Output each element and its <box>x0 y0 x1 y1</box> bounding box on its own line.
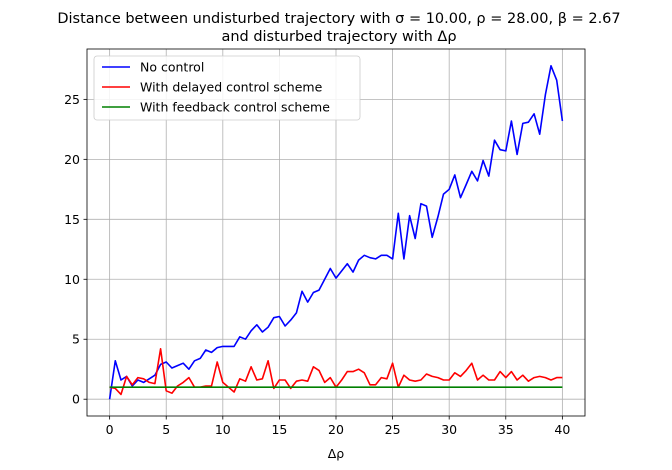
y-tick-label: 25 <box>64 92 80 107</box>
axis-ticks: 0 5 10 15 20 25 30 35 40 0 5 10 15 20 25 <box>64 92 570 437</box>
legend-label-no-control: No control <box>140 60 204 75</box>
x-tick-label: 25 <box>385 422 401 437</box>
x-tick-label: 30 <box>441 422 457 437</box>
x-tick-label: 5 <box>162 422 170 437</box>
chart-title-line-1: Distance between undisturbed trajectory … <box>57 11 620 27</box>
x-tick-label: 10 <box>215 422 231 437</box>
legend: No control With delayed control scheme Wit… <box>93 55 361 121</box>
legend-label-delayed-control: With delayed control scheme <box>140 80 323 95</box>
y-tick-label: 5 <box>72 332 80 347</box>
legend-box <box>93 55 361 121</box>
x-tick-label: 0 <box>106 422 114 437</box>
y-tick-label: 20 <box>64 152 80 167</box>
y-tick-label: 10 <box>64 272 80 287</box>
x-tick-label: 20 <box>328 422 344 437</box>
x-axis-label: Δρ <box>328 446 345 461</box>
legend-label-feedback-control: With feedback control scheme <box>140 100 330 115</box>
chart-title-line-2: and disturbed trajectory with Δρ <box>221 29 456 45</box>
grid <box>87 49 585 416</box>
y-tick-label: 0 <box>72 392 80 407</box>
series-lines <box>108 65 564 400</box>
plot-frame <box>86 48 586 417</box>
x-tick-label: 15 <box>271 422 287 437</box>
x-tick-label: 35 <box>498 422 514 437</box>
x-tick-label: 40 <box>554 422 570 437</box>
y-tick-label: 15 <box>64 212 80 227</box>
series-line-no-control <box>108 65 564 400</box>
